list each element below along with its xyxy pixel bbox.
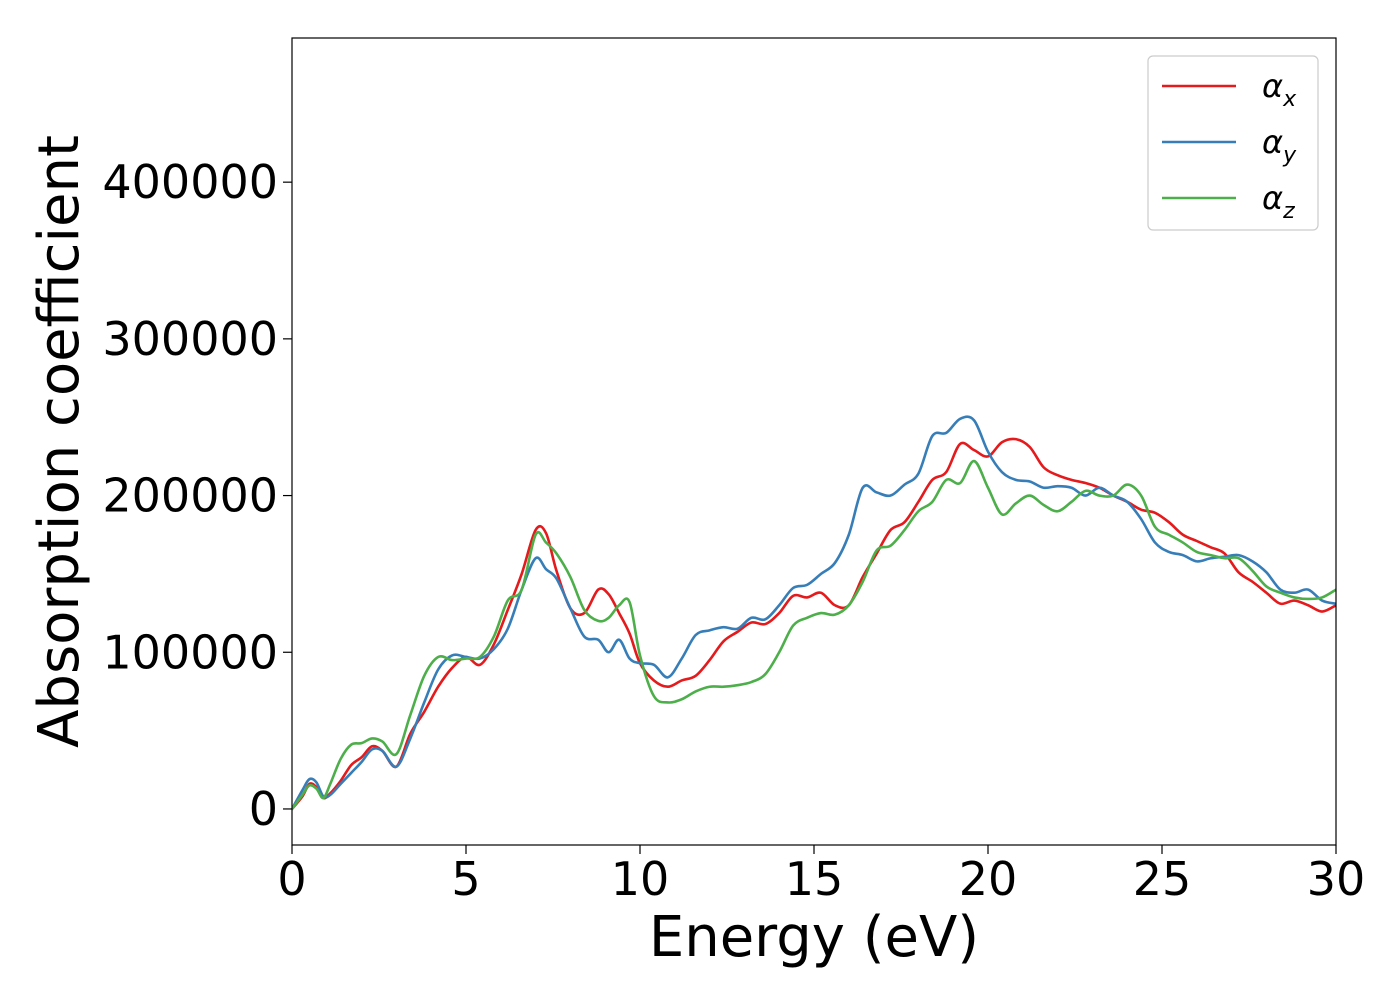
series-layer xyxy=(292,415,1336,811)
series-line-alpha-z xyxy=(292,459,1336,811)
y-axis-label: Absorption coefficient xyxy=(27,135,92,748)
x-axis-label: Energy (eV) xyxy=(649,905,979,970)
legend-subscript: x xyxy=(1282,87,1297,112)
y-tick-label: 300000 xyxy=(102,312,278,366)
legend-label-alpha-x: αx xyxy=(1262,67,1297,112)
x-tick-label: 30 xyxy=(1307,852,1366,906)
x-tick-label: 5 xyxy=(451,852,480,906)
legend-subscript: y xyxy=(1282,143,1297,168)
y-tick-label: 100000 xyxy=(102,625,278,679)
x-tick-label: 0 xyxy=(277,852,306,906)
legend-subscript: z xyxy=(1282,199,1295,224)
x-tick-label: 15 xyxy=(785,852,844,906)
x-tick-label: 25 xyxy=(1133,852,1192,906)
x-tick-label: 20 xyxy=(959,852,1018,906)
series-line-alpha-x xyxy=(292,437,1336,811)
series-line-alpha-y xyxy=(292,415,1336,811)
y-tick-label: 0 xyxy=(249,782,278,836)
y-tick-label: 400000 xyxy=(102,155,278,209)
x-tick-label: 10 xyxy=(611,852,670,906)
y-tick-label: 200000 xyxy=(102,469,278,523)
ticks-layer: 0 5 10 15 20 25 30 0 100000 200000 300000 400000 xyxy=(102,155,1365,906)
